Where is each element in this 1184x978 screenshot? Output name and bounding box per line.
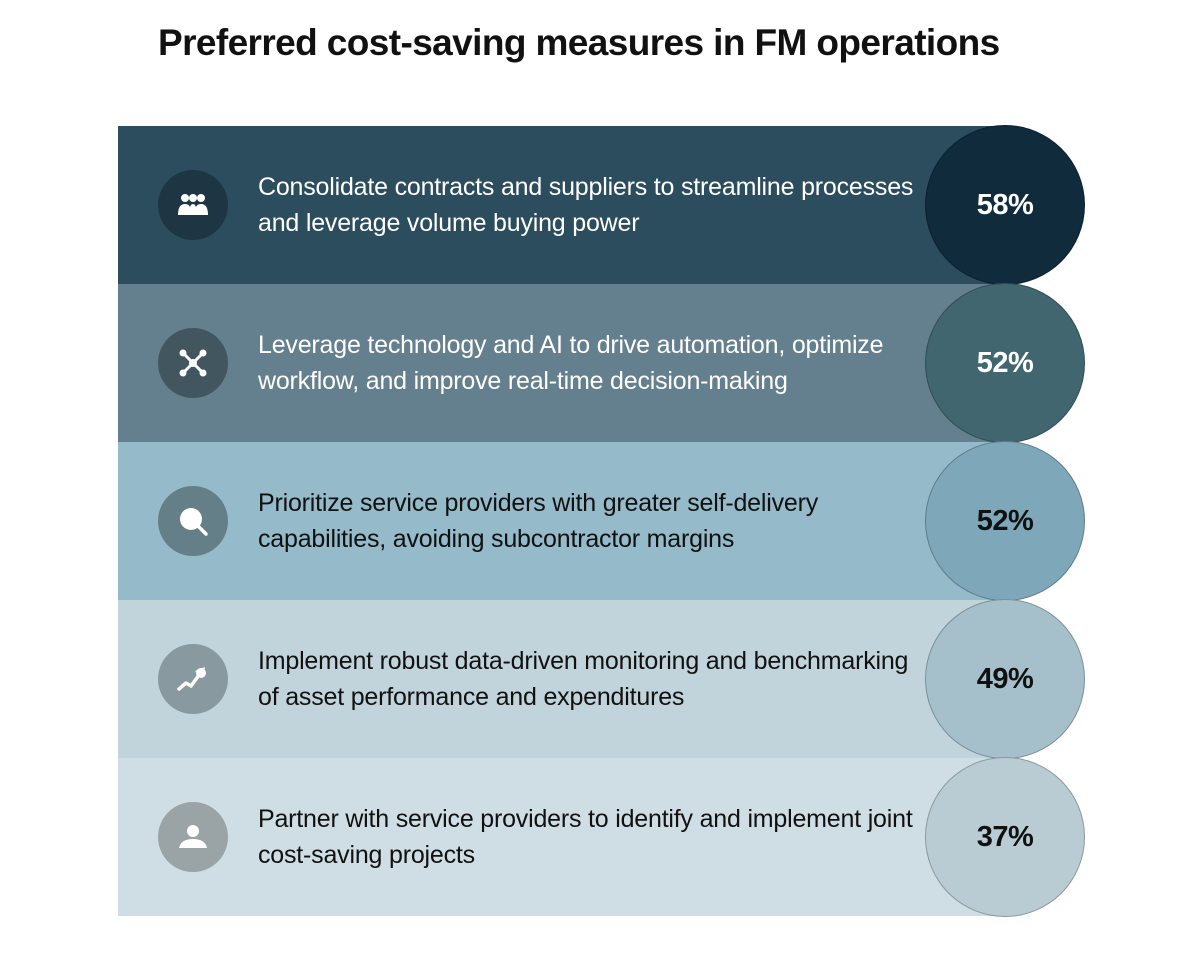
measure-label: Implement robust data-driven monitoring … [258, 647, 909, 711]
partner-person-icon [179, 825, 207, 848]
measure-row: Partner with service providers to identi… [118, 757, 1085, 917]
measure-label: Leverage technology and AI to drive auto… [258, 331, 884, 395]
measure-row: Consolidate contracts and suppliers to s… [118, 125, 1085, 285]
measure-label-box: Leverage technology and AI to drive auto… [258, 284, 928, 442]
measure-band [118, 600, 1004, 758]
measure-band [118, 126, 1004, 284]
measures-list: Consolidate contracts and suppliers to s… [118, 125, 1085, 917]
measure-label: Prioritize service providers with greate… [258, 489, 819, 553]
measure-label: Partner with service providers to identi… [258, 805, 913, 869]
people-group-icon [178, 194, 208, 215]
measure-icon-badge [158, 486, 228, 556]
measure-band [118, 758, 1004, 916]
measure-value-circle: 37% [925, 757, 1085, 917]
measure-label: Consolidate contracts and suppliers to s… [258, 173, 914, 237]
measure-value-circle: 58% [925, 125, 1085, 285]
measure-icon-badge [158, 802, 228, 872]
magnifier-icon [180, 508, 208, 536]
measure-band [118, 284, 1004, 442]
measure-row: Leverage technology and AI to drive auto… [118, 283, 1085, 443]
measure-icon-badge [158, 644, 228, 714]
measure-value-circle: 49% [925, 599, 1085, 759]
measure-icon-badge [158, 328, 228, 398]
measure-band [118, 442, 1004, 600]
measure-label-box: Implement robust data-driven monitoring … [258, 600, 928, 758]
chart-title: Preferred cost-saving measures in FM ope… [158, 22, 1000, 63]
measure-label-box: Prioritize service providers with greate… [258, 442, 928, 600]
measure-icon-badge [158, 170, 228, 240]
measure-row: Implement robust data-driven monitoring … [118, 599, 1085, 759]
measure-row: Prioritize service providers with greate… [118, 441, 1085, 601]
measure-label-box: Consolidate contracts and suppliers to s… [258, 126, 928, 284]
trend-chart-icon [177, 667, 206, 691]
network-nodes-icon [179, 349, 207, 377]
measure-value-circle: 52% [925, 283, 1085, 443]
measure-label-box: Partner with service providers to identi… [258, 758, 928, 916]
measure-value-circle: 52% [925, 441, 1085, 601]
